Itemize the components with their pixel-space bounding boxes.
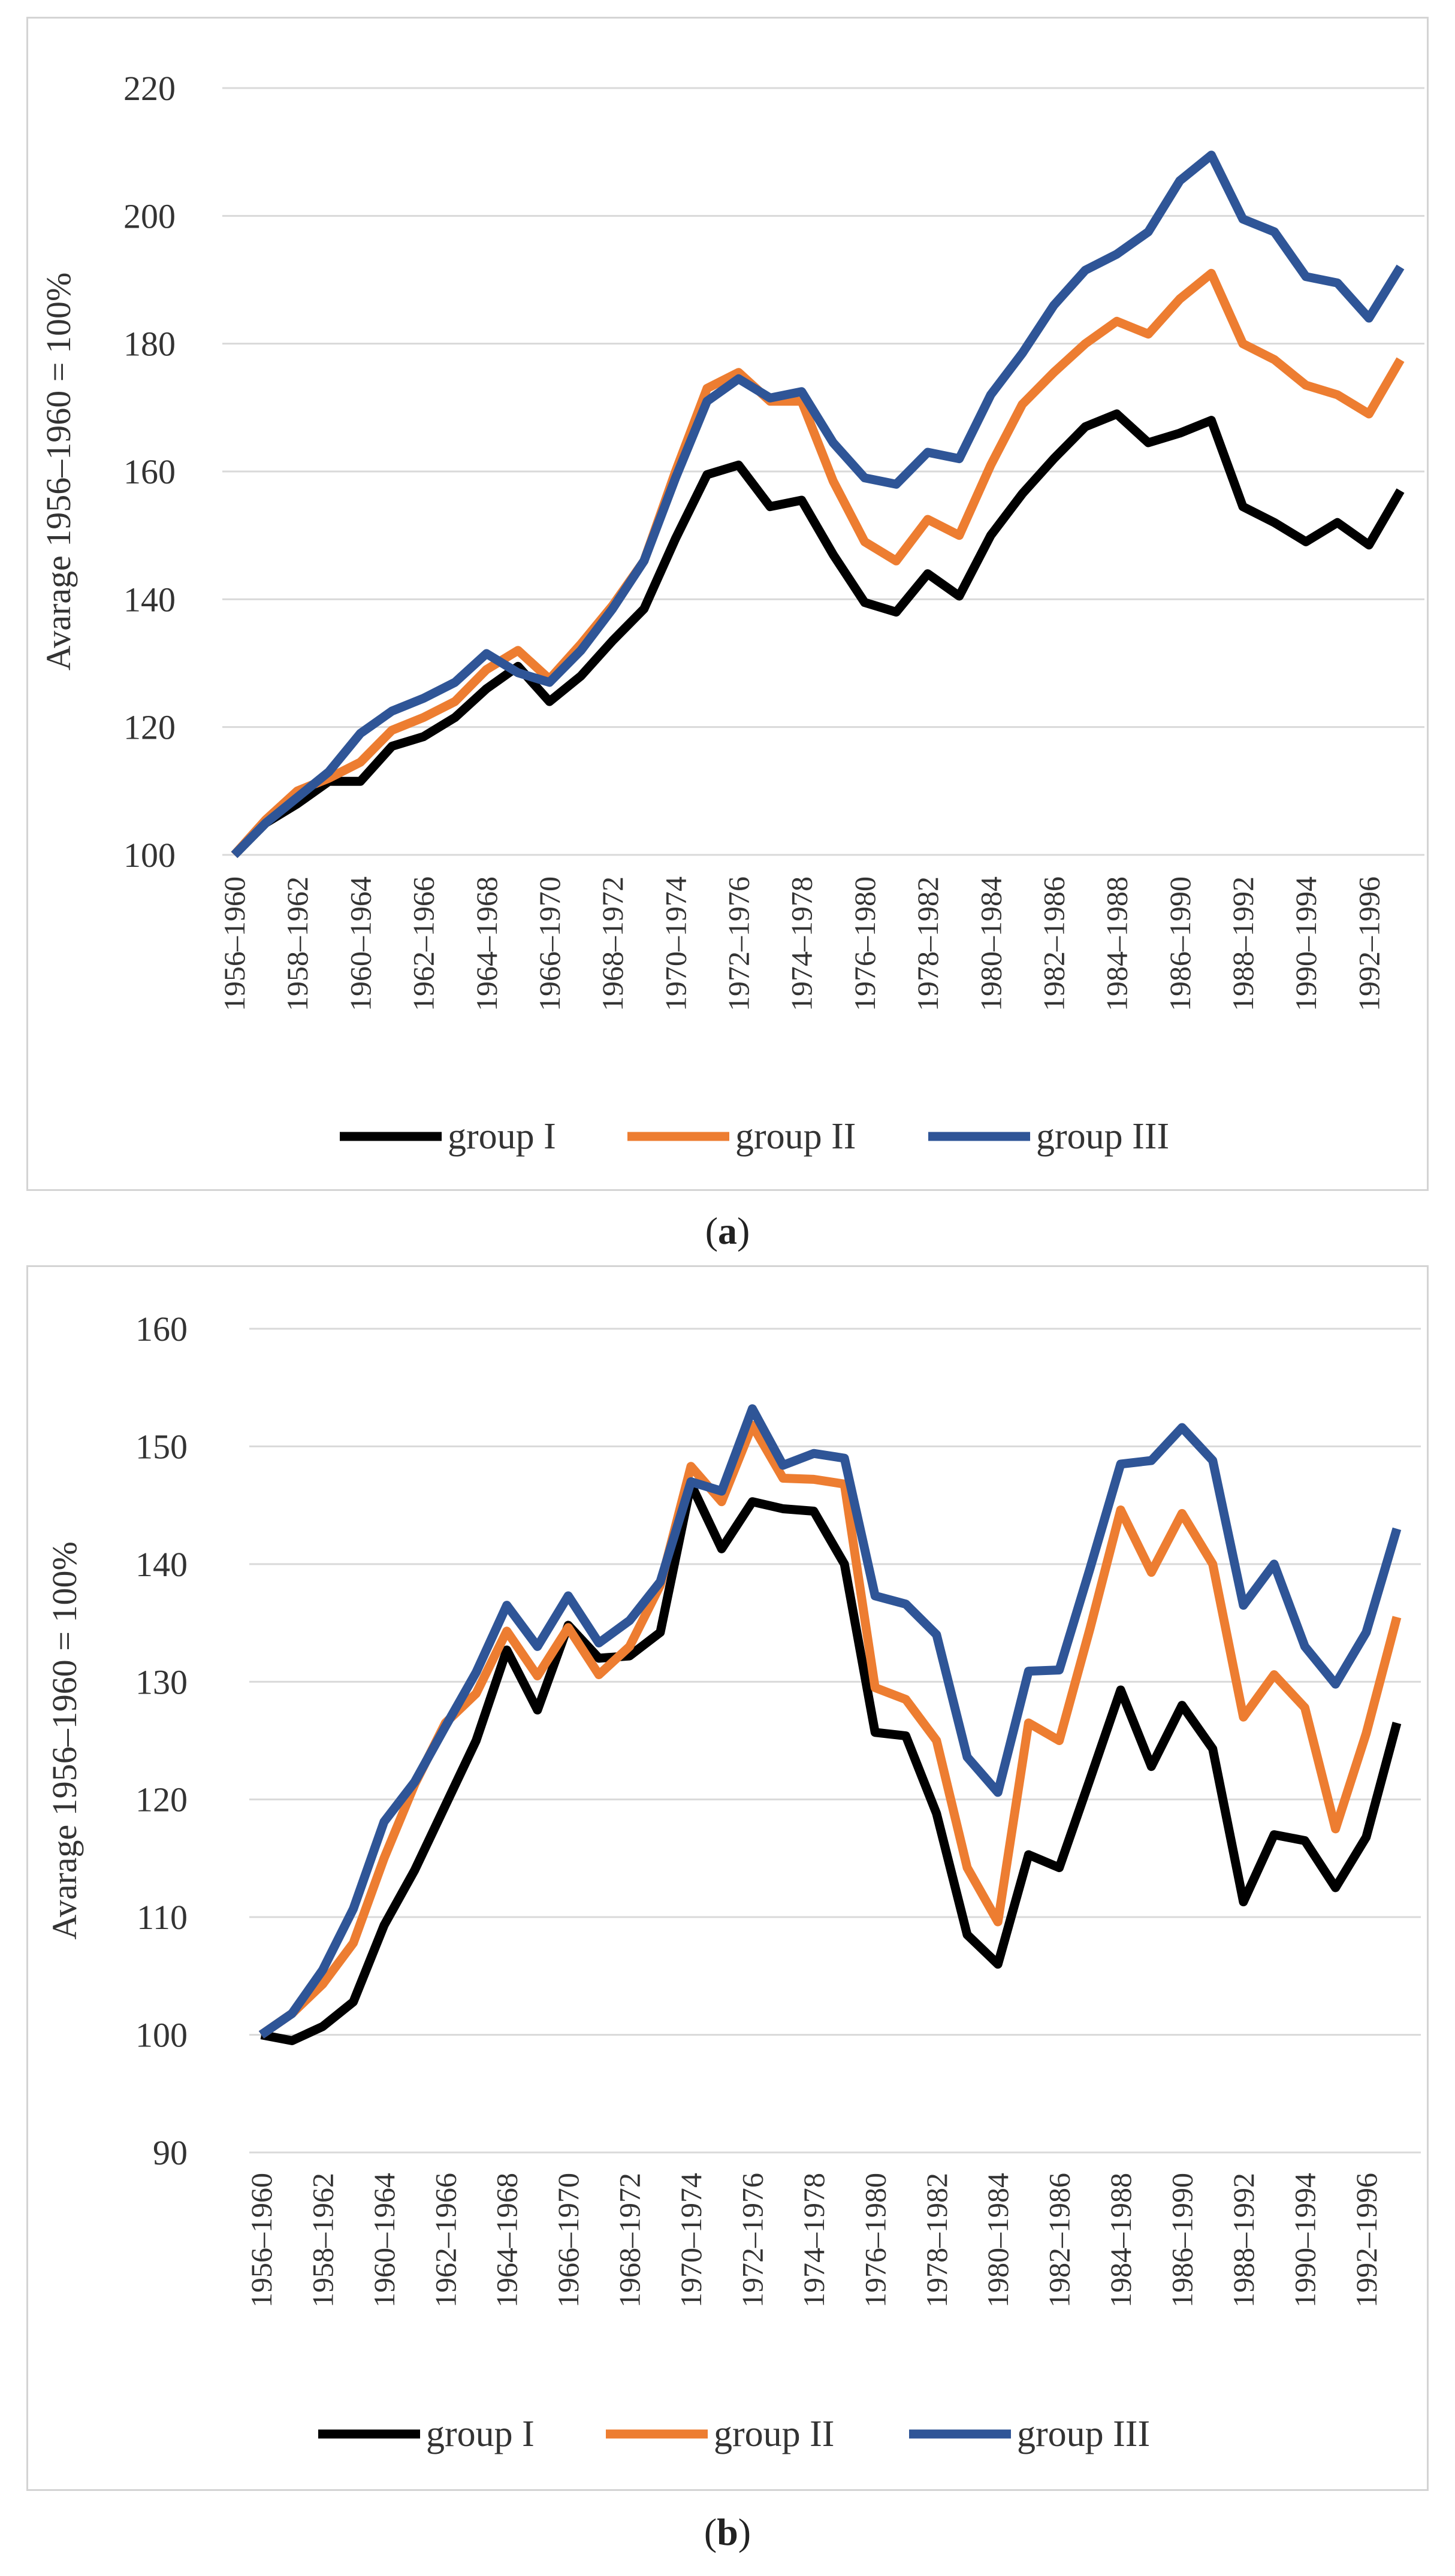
x-tick-label: 1976–1980 bbox=[848, 876, 882, 1011]
x-tick-label: 1968–1972 bbox=[596, 876, 629, 1011]
y-tick-label: 160 bbox=[123, 452, 176, 491]
x-tick-label: 1956–1960 bbox=[218, 876, 251, 1011]
x-tick-label: 1984–1988 bbox=[1100, 876, 1134, 1011]
y-tick-label: 100 bbox=[135, 2016, 188, 2055]
x-tick-label: 1964–1968 bbox=[490, 2173, 524, 2308]
series-line-group-iii bbox=[258, 1404, 1402, 2039]
y-tick-label: 130 bbox=[135, 1662, 188, 1701]
caption-b: (b) bbox=[704, 2511, 751, 2553]
x-tick-label: 1968–1972 bbox=[613, 2173, 647, 2308]
y-tick-label: 110 bbox=[137, 1898, 188, 1937]
x-tick-label: 1974–1978 bbox=[785, 876, 819, 1011]
x-tick-label: 1970–1974 bbox=[674, 2173, 708, 2308]
y-tick-label: 160 bbox=[135, 1310, 188, 1349]
y-tick-label: 180 bbox=[123, 325, 176, 364]
x-tick-label: 1990–1994 bbox=[1288, 2173, 1321, 2308]
y-tick-label: 140 bbox=[135, 1545, 188, 1584]
y-tick-label: 150 bbox=[135, 1427, 188, 1466]
y-axis-label: Avarage 1956–1960 = 100% bbox=[39, 273, 78, 671]
x-tick-label: 1974–1978 bbox=[797, 2173, 831, 2308]
x-tick-label: 1962–1966 bbox=[407, 876, 440, 1011]
x-tick-label: 1982–1986 bbox=[1037, 876, 1070, 1011]
y-tick-label: 90 bbox=[153, 2133, 188, 2172]
x-tick-label: 1972–1976 bbox=[735, 2173, 769, 2308]
x-tick-label: 1982–1986 bbox=[1043, 2173, 1076, 2308]
series-line-group-i bbox=[260, 1479, 1402, 2045]
chart-panel-b: 90 100 110 120 130 140 150 160 Avarage 1956–1960… bbox=[26, 1265, 1429, 2491]
y-tick-label: 120 bbox=[135, 1780, 188, 1819]
x-tick-label: 1958–1962 bbox=[280, 876, 314, 1011]
legend-label: group II bbox=[735, 1116, 856, 1157]
x-tick-label: 1992–1996 bbox=[1350, 2173, 1383, 2308]
x-tick-label: 1988–1992 bbox=[1227, 2173, 1260, 2308]
x-tick-label: 1956–1960 bbox=[244, 2173, 278, 2308]
x-tick-label: 1972–1976 bbox=[722, 876, 756, 1011]
series-line-group-i bbox=[231, 409, 1405, 858]
x-tick-label: 1980–1984 bbox=[974, 876, 1007, 1011]
x-tick-label: 1960–1964 bbox=[367, 2173, 401, 2308]
x-tick-label: 1988–1992 bbox=[1226, 876, 1260, 1011]
x-tick-label: 1990–1994 bbox=[1289, 876, 1323, 1011]
line-chart-a: 100 120 140 160 180 200 220 Avarage 1956–1960 =… bbox=[39, 69, 1424, 1157]
x-tick-label: 1986–1990 bbox=[1163, 876, 1197, 1011]
legend-label: group I bbox=[448, 1116, 556, 1157]
x-tick-label: 1984–1988 bbox=[1104, 2173, 1137, 2308]
x-tick-label: 1964–1968 bbox=[470, 876, 503, 1011]
x-tick-label: 1980–1984 bbox=[981, 2173, 1015, 2308]
legend-label: group II bbox=[714, 2414, 834, 2454]
caption-a: (a) bbox=[705, 1210, 750, 1252]
y-tick-label: 220 bbox=[123, 69, 176, 108]
x-tick-label: 1966–1970 bbox=[551, 2173, 585, 2308]
legend-label: group I bbox=[426, 2414, 535, 2454]
y-tick-label: 120 bbox=[123, 708, 176, 747]
x-tick-label: 1978–1982 bbox=[911, 876, 944, 1011]
chart-panel-a: 100 120 140 160 180 200 220 Avarage 1956–1960 =… bbox=[26, 17, 1429, 1191]
x-tick-label: 1970–1974 bbox=[659, 876, 692, 1011]
line-chart-b: 90 100 110 120 130 140 150 160 Avarage 1956–1960… bbox=[45, 1310, 1421, 2454]
x-tick-label: 1958–1962 bbox=[306, 2173, 339, 2308]
legend-label: group III bbox=[1036, 1116, 1169, 1157]
x-tick-label: 1992–1996 bbox=[1352, 876, 1385, 1011]
y-tick-label: 200 bbox=[123, 196, 176, 235]
x-tick-label: 1966–1970 bbox=[533, 876, 566, 1011]
y-tick-label: 140 bbox=[123, 580, 176, 619]
x-tick-label: 1986–1990 bbox=[1165, 2173, 1199, 2308]
legend-label: group III bbox=[1017, 2414, 1150, 2454]
series-line-group-iii bbox=[231, 150, 1405, 858]
x-tick-label: 1960–1964 bbox=[343, 876, 377, 1011]
x-tick-label: 1976–1980 bbox=[858, 2173, 892, 2308]
y-axis-label: Avarage 1956–1960 = 100% bbox=[45, 1541, 84, 1940]
x-tick-label: 1962–1966 bbox=[428, 2173, 462, 2308]
y-tick-label: 100 bbox=[123, 836, 176, 875]
x-tick-label: 1978–1982 bbox=[920, 2173, 953, 2308]
series-line-group-ii bbox=[231, 268, 1405, 858]
